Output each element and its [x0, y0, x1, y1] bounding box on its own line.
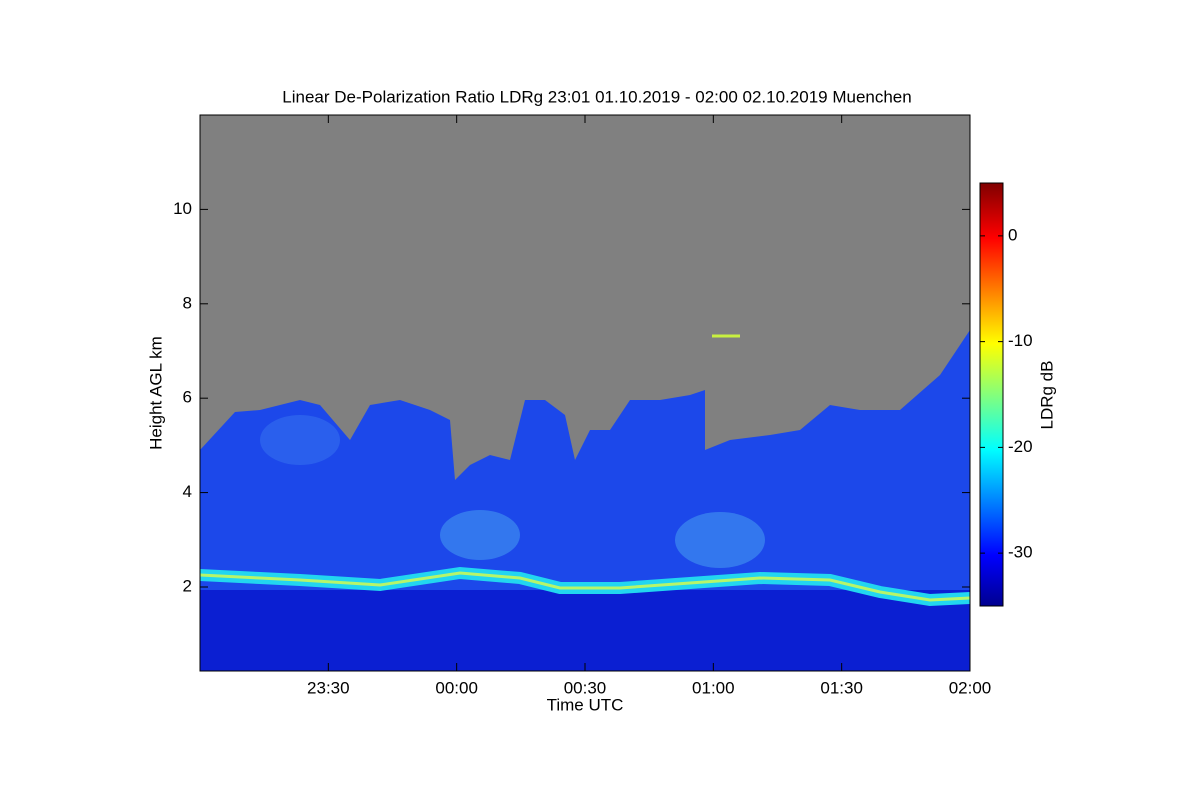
colorbar-label: LDRg dB [1037, 361, 1056, 430]
y-tick-label: 4 [183, 482, 192, 501]
aerosol-layer-core [200, 571, 970, 602]
x-tick-label: 01:00 [692, 678, 735, 697]
x-axis-label: Time UTC [547, 695, 624, 714]
colorbar-tick-label: -30 [1008, 543, 1033, 562]
colorbar [979, 182, 1004, 607]
x-tick-label: 00:30 [564, 678, 607, 697]
colorbar-tick-label: 0 [1008, 225, 1017, 244]
y-tick-label: 2 [183, 576, 192, 595]
y-axis-label: Height AGL km [146, 336, 165, 450]
colorbar-tick-label: -20 [1008, 437, 1033, 456]
chart-title: Linear De-Polarization Ratio LDRg 23:01 … [282, 87, 911, 106]
y-tick-label: 6 [183, 388, 192, 407]
light-cloud [260, 415, 340, 465]
colorbar-tick-label: -10 [1008, 331, 1033, 350]
heatmap-field [200, 115, 970, 671]
x-tick-label: 02:00 [949, 678, 992, 697]
x-tick-label: 00:00 [435, 678, 478, 697]
y-tick-label: 10 [173, 199, 192, 218]
lower-region [200, 590, 970, 671]
x-tick-label: 23:30 [307, 678, 350, 697]
x-tick-label: 01:30 [820, 678, 863, 697]
light-cloud [440, 510, 520, 560]
y-tick-label: 8 [183, 293, 192, 312]
light-cloud [675, 512, 765, 568]
